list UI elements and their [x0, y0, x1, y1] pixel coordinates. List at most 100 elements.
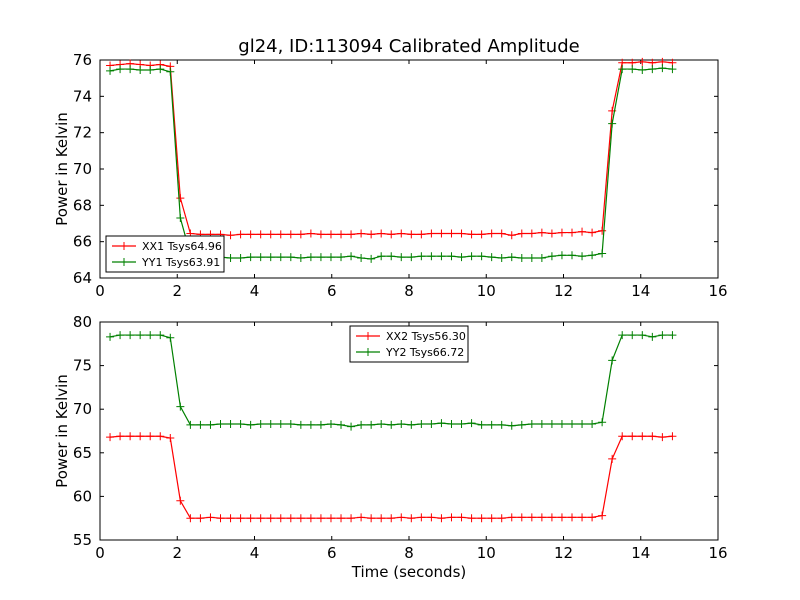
- y-tick-label: 72: [73, 124, 92, 142]
- data-point: [447, 513, 456, 522]
- data-point: [146, 65, 155, 74]
- data-point: [638, 65, 647, 74]
- data-point: [527, 229, 536, 238]
- data-point: [226, 254, 235, 263]
- data-point: [387, 230, 396, 239]
- data-point: [326, 230, 335, 239]
- data-point: [578, 252, 587, 261]
- y-tick-label: 68: [73, 196, 92, 214]
- data-point: [367, 254, 376, 263]
- data-point: [557, 251, 566, 260]
- data-point: [437, 229, 446, 238]
- data-point: [236, 230, 245, 239]
- data-point: [588, 513, 597, 522]
- data-point: [206, 513, 215, 522]
- data-point: [367, 230, 376, 239]
- data-point: [256, 420, 265, 429]
- data-point: [266, 253, 275, 262]
- data-point: [487, 420, 496, 429]
- data-point: [126, 432, 135, 441]
- data-point: [507, 513, 516, 522]
- data-point: [527, 254, 536, 263]
- data-point: [176, 402, 185, 411]
- x-tick-label: 6: [327, 282, 337, 300]
- data-point: [588, 228, 597, 237]
- x-tick-label: 10: [477, 544, 496, 562]
- data-point: [537, 513, 546, 522]
- data-point: [417, 230, 426, 239]
- data-point: [668, 65, 677, 74]
- data-point: [236, 514, 245, 523]
- legend-box: [349, 325, 469, 363]
- data-point: [407, 253, 416, 262]
- data-point: [357, 420, 366, 429]
- x-tick-label: 0: [95, 282, 105, 300]
- data-point: [377, 229, 386, 238]
- data-point: [337, 253, 346, 262]
- data-point: [407, 514, 416, 523]
- x-tick-label: 4: [250, 282, 260, 300]
- data-point: [316, 514, 325, 523]
- data-point: [286, 420, 295, 429]
- data-point: [176, 214, 185, 223]
- data-point: [156, 331, 165, 340]
- data-point: [447, 420, 456, 429]
- data-point: [628, 331, 637, 340]
- data-point: [477, 514, 486, 523]
- data-point: [567, 251, 576, 260]
- data-point: [176, 194, 185, 203]
- data-point: [276, 514, 285, 523]
- x-tick-label: 16: [708, 544, 727, 562]
- data-point: [136, 432, 145, 441]
- data-point: [467, 419, 476, 428]
- data-point: [256, 230, 265, 239]
- data-point: [246, 420, 255, 429]
- data-point: [447, 229, 456, 238]
- data-point: [648, 332, 657, 341]
- y-tick-label: 70: [73, 160, 92, 178]
- data-point: [397, 253, 406, 262]
- data-point: [557, 228, 566, 237]
- data-point: [477, 230, 486, 239]
- data-point: [638, 57, 647, 66]
- data-point: [457, 513, 466, 522]
- data-point: [608, 119, 617, 128]
- x-tick-label: 10: [477, 282, 496, 300]
- data-point: [618, 65, 627, 74]
- data-point: [417, 513, 426, 522]
- data-point: [326, 420, 335, 429]
- data-point: [186, 514, 195, 523]
- data-point: [668, 432, 677, 441]
- legend-label: XX2 Tsys56.30: [386, 330, 466, 343]
- x-tick-label: 4: [250, 544, 260, 562]
- data-point: [417, 252, 426, 261]
- data-point: [487, 514, 496, 523]
- data-point: [547, 229, 556, 238]
- data-point: [347, 422, 356, 431]
- data-point: [266, 514, 275, 523]
- data-point: [216, 420, 225, 429]
- data-point: [547, 513, 556, 522]
- y-tick-label: 60: [73, 487, 92, 505]
- y-tick-label: 66: [73, 233, 92, 251]
- data-point: [397, 513, 406, 522]
- bottom-chart: 0 2 4 6 8 10 12 14 16 55 60 65 70 75 80 Power in Kelvin…: [53, 313, 728, 581]
- data-point: [166, 333, 175, 342]
- data-point: [578, 513, 587, 522]
- data-point: [437, 514, 446, 523]
- data-point: [337, 230, 346, 239]
- data-point: [306, 420, 315, 429]
- data-point: [547, 252, 556, 261]
- x-tick-label: 12: [554, 544, 573, 562]
- data-point: [387, 420, 396, 429]
- data-point: [407, 230, 416, 239]
- data-point: [347, 252, 356, 261]
- legend-label: YY1 Tsys63.91: [141, 256, 220, 269]
- data-point: [316, 420, 325, 429]
- data-point: [347, 230, 356, 239]
- data-point: [296, 420, 305, 429]
- data-point: [467, 230, 476, 239]
- data-point: [628, 432, 637, 441]
- data-point: [487, 229, 496, 238]
- data-point: [256, 514, 265, 523]
